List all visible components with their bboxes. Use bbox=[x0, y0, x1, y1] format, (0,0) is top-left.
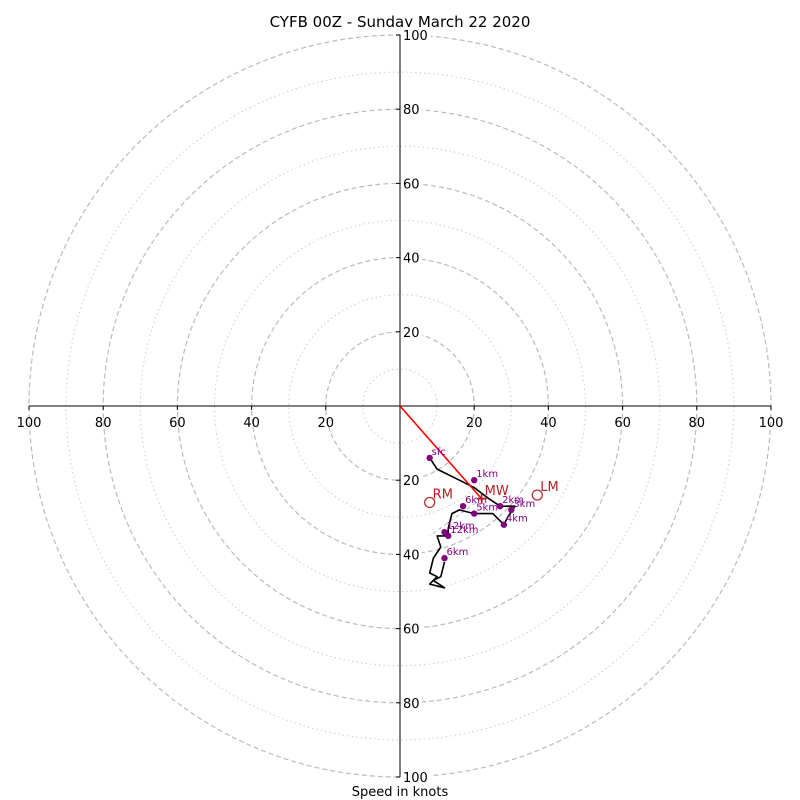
y-tick-label-bg bbox=[401, 323, 422, 340]
y-tick-label: 40 bbox=[403, 548, 420, 563]
deviant-motion-line bbox=[429, 498, 482, 537]
x-tick-label: 80 bbox=[689, 416, 706, 431]
height-label-12km: 12km bbox=[450, 525, 478, 536]
storm-motion-label-mw: MW bbox=[485, 484, 509, 499]
height-label-sfc: sfc bbox=[432, 447, 446, 458]
height-marker-2km bbox=[496, 502, 504, 510]
mean-wind-shear-line bbox=[399, 405, 483, 500]
storm-motion-label-rm: RM bbox=[433, 487, 453, 502]
y-tick-label-bg bbox=[401, 249, 422, 266]
height-label-6km: 6km bbox=[447, 547, 469, 558]
chart-title: CYFB 00Z - Sunday March 22 2020 bbox=[270, 13, 531, 31]
x-tick-label: 60 bbox=[169, 416, 186, 431]
x-tick-label: 20 bbox=[318, 416, 335, 431]
hodograph-trace bbox=[428, 457, 516, 589]
x-tick-label: 100 bbox=[759, 416, 784, 431]
height-label-5km: 5km bbox=[476, 503, 498, 514]
storm-motion-label-lm: LM bbox=[540, 480, 558, 495]
storm-motion-marker-lm bbox=[531, 489, 543, 501]
height-marker-3km bbox=[508, 506, 515, 514]
height-label-3km: 3km bbox=[513, 499, 535, 510]
y-tick-label: 100 bbox=[403, 771, 428, 786]
y-tick-label: 20 bbox=[403, 326, 420, 341]
y-tick-label: 80 bbox=[403, 103, 420, 118]
y-tick-label: 20 bbox=[403, 474, 420, 489]
storm-motion-marker-rm bbox=[424, 496, 436, 509]
y-tick-label: 60 bbox=[403, 177, 420, 192]
height-label-1km: 1km bbox=[476, 469, 498, 480]
height-label-6km: 6km bbox=[465, 495, 487, 506]
height-label-2km: 2km bbox=[502, 495, 524, 506]
y-tick-label: 100 bbox=[403, 29, 428, 44]
height-marker-6km bbox=[441, 554, 448, 562]
y-tick-label: 80 bbox=[403, 697, 420, 712]
height-marker-12km bbox=[445, 532, 452, 540]
y-tick-label: 60 bbox=[403, 623, 420, 638]
y-tick-label-bg bbox=[401, 472, 422, 489]
tick-labels: 20 20 20 20 40 40 40 40 60 60 60 60 80 80 80 80 100 100 10… bbox=[17, 27, 784, 786]
y-tick-label-bg bbox=[401, 27, 431, 43]
y-tick-label-bg bbox=[401, 175, 422, 192]
height-marker-6km bbox=[459, 502, 467, 510]
height-marker-sfc bbox=[426, 454, 433, 462]
x-tick-label: 40 bbox=[243, 416, 260, 431]
y-tick-label-bg bbox=[401, 769, 431, 785]
y-tick-label-bg bbox=[401, 101, 422, 118]
x-tick-label: 100 bbox=[17, 416, 42, 431]
y-tick-label-bg bbox=[401, 546, 422, 563]
height-label-12km: 12km bbox=[447, 521, 475, 532]
height-marker-5km bbox=[471, 510, 478, 517]
y-tick-label-bg bbox=[401, 694, 422, 711]
x-tick-label: 80 bbox=[95, 416, 112, 431]
x-axis-label: Speed in knots bbox=[352, 785, 449, 800]
height-marker-4km bbox=[500, 521, 508, 528]
height-marker-1km bbox=[471, 477, 478, 484]
x-tick-label: 20 bbox=[466, 416, 483, 431]
x-tick-label: 60 bbox=[614, 416, 631, 431]
y-tick-label-bg bbox=[401, 620, 422, 637]
y-tick-label: 40 bbox=[403, 252, 420, 267]
height-label-4km: 4km bbox=[506, 514, 528, 525]
x-tick-label: 40 bbox=[540, 416, 557, 431]
